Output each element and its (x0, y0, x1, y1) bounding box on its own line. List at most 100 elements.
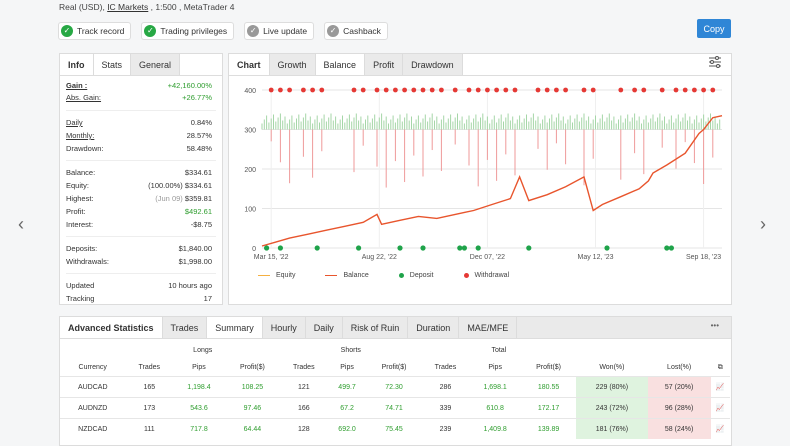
cell: 173 (125, 397, 174, 419)
deposit-point (526, 245, 532, 251)
chart-tabs: Chart Growth Balance Profit Drawdown (229, 54, 731, 76)
balance-line (261, 115, 723, 247)
withdrawal-point (632, 87, 637, 93)
group-shorts: Shorts (340, 347, 361, 354)
badge-label: Track record (77, 26, 125, 36)
tab-chart[interactable]: Chart (229, 54, 270, 75)
cell: 64.44 (224, 418, 280, 439)
check-icon: ✓ (61, 25, 73, 37)
tab-growth[interactable]: Growth (269, 54, 316, 75)
monthly-label[interactable]: Monthly: (66, 131, 95, 140)
daily-label[interactable]: Daily (66, 118, 83, 127)
settings-icon[interactable] (708, 56, 722, 68)
legend-balance[interactable]: Balance (325, 272, 369, 279)
equity-value: $334.61 (184, 181, 212, 190)
row-chart-icon[interactable]: 📈 (710, 397, 730, 419)
legend-withdrawal[interactable]: Withdrawal (463, 272, 509, 279)
cell-currency: AUDCAD (60, 376, 126, 398)
cell-lost: 96 (28%) (647, 397, 711, 419)
tab-duration[interactable]: Duration (408, 317, 460, 338)
tab-risk-of-ruin[interactable]: Risk of Ruin (342, 317, 409, 338)
equity-line-icon (258, 274, 270, 277)
cell-lost: 57 (20%) (647, 376, 711, 398)
summary-table: Longs Shorts Total Currency Trades Pips … (60, 342, 730, 439)
balance-line-icon (325, 274, 338, 277)
highest-date: (Jun 09) (155, 194, 183, 203)
badge-trading-privileges[interactable]: ✓ Trading privileges (141, 22, 235, 40)
col-total-pips: Pips (488, 364, 502, 371)
chart-panel: Chart Growth Balance Profit Drawdown (228, 53, 732, 305)
withdrawals-label: Withdrawals: (66, 257, 109, 266)
cell: 128 (279, 418, 328, 439)
prev-arrow-icon[interactable]: ‹ (18, 214, 24, 234)
interest-label: Interest: (66, 220, 94, 229)
tab-advanced-statistics[interactable]: Advanced Statistics (60, 317, 163, 338)
equity-label: Equity: (66, 181, 89, 190)
cell-won: 229 (80%) (576, 376, 648, 398)
chart-legend: Equity Balance Deposit Withdrawal (258, 272, 539, 279)
col-longs-profit: Profit($) (239, 364, 265, 371)
highest-value: $359.81 (184, 194, 212, 203)
badges: ✓ Track record ✓ Trading privileges ✓ Live … (58, 22, 388, 40)
cell: 74.71 (366, 397, 422, 419)
row-chart-icon[interactable]: 📈 (710, 418, 730, 439)
cell: 692.0 (327, 418, 367, 439)
legend-deposit[interactable]: Deposit (398, 272, 434, 279)
col-longs-pips: Pips (192, 364, 206, 371)
more-icon[interactable]: ••• (710, 321, 719, 330)
table-row: NZDCAD 111 717.8 64.44 128 692.0 75.45 2… (60, 418, 730, 439)
tab-hourly[interactable]: Hourly (262, 317, 306, 338)
cell-currency: NZDCAD (60, 418, 126, 439)
row-chart-icon[interactable]: 📈 (710, 376, 730, 398)
abs-gain-label[interactable]: Abs. Gain: (66, 93, 102, 102)
copy-table-icon[interactable]: ⧉ (717, 363, 723, 371)
badge-cashback[interactable]: ✓ Cashback (324, 22, 388, 40)
highest-label: Highest: (66, 194, 94, 203)
cell: 543.6 (173, 397, 225, 419)
x-tick-label: Dec 07, '22 (470, 254, 505, 261)
tab-info[interactable]: Info (60, 54, 94, 75)
badge-track-record[interactable]: ✓ Track record (58, 22, 132, 40)
gain-label[interactable]: Gain : (66, 81, 88, 90)
tab-mae-mfe[interactable]: MAE/MFE (459, 317, 518, 338)
withdrawal-point (618, 87, 624, 93)
withdrawal-point (544, 87, 550, 93)
withdrawal-point (641, 87, 647, 93)
copy-button[interactable]: Copy (697, 19, 731, 38)
profit-label: Profit: (66, 207, 86, 216)
deposit-point (475, 245, 481, 251)
deposit-point (397, 245, 403, 251)
legend-equity[interactable]: Equity (258, 272, 295, 279)
withdrawal-point (659, 87, 665, 93)
withdrawal-point (535, 87, 541, 93)
withdrawal-point (351, 87, 357, 93)
cell: 166 (279, 397, 328, 419)
x-tick-label: Aug 22, '22 (362, 254, 397, 261)
withdrawal-point (673, 87, 679, 93)
badge-label: Trading privileges (160, 26, 228, 36)
cell: 180.55 (521, 376, 577, 398)
withdrawal-dot-icon (463, 273, 469, 278)
withdrawals-value: $1,998.00 (178, 257, 212, 266)
withdrawal-point (383, 87, 389, 93)
col-total-profit: Profit($) (536, 364, 562, 371)
badge-live-update[interactable]: ✓ Live update (244, 22, 315, 40)
cell: 172.17 (521, 397, 577, 419)
cell: 108.25 (224, 376, 280, 398)
tab-daily[interactable]: Daily (305, 317, 343, 338)
withdrawal-point (494, 87, 499, 93)
broker-link[interactable]: IC Markets (107, 2, 149, 12)
next-arrow-icon[interactable]: › (760, 214, 766, 234)
cell: 610.8 (469, 397, 521, 419)
deposit-point (604, 245, 610, 251)
tab-trades[interactable]: Trades (162, 317, 208, 338)
tab-profit[interactable]: Profit (365, 54, 404, 75)
tab-balance[interactable]: Balance (315, 54, 366, 75)
tab-drawdown[interactable]: Drawdown (403, 54, 463, 75)
x-tick-label: Mar 15, '22 (254, 254, 289, 261)
tab-general[interactable]: General (131, 54, 181, 75)
stats-list: Gain : +42,160.00% Abs. Gain: +26.77% Dail… (60, 76, 222, 305)
withdrawal-point (411, 87, 417, 93)
tab-stats[interactable]: Stats (93, 54, 132, 75)
tab-summary[interactable]: Summary (207, 317, 263, 338)
